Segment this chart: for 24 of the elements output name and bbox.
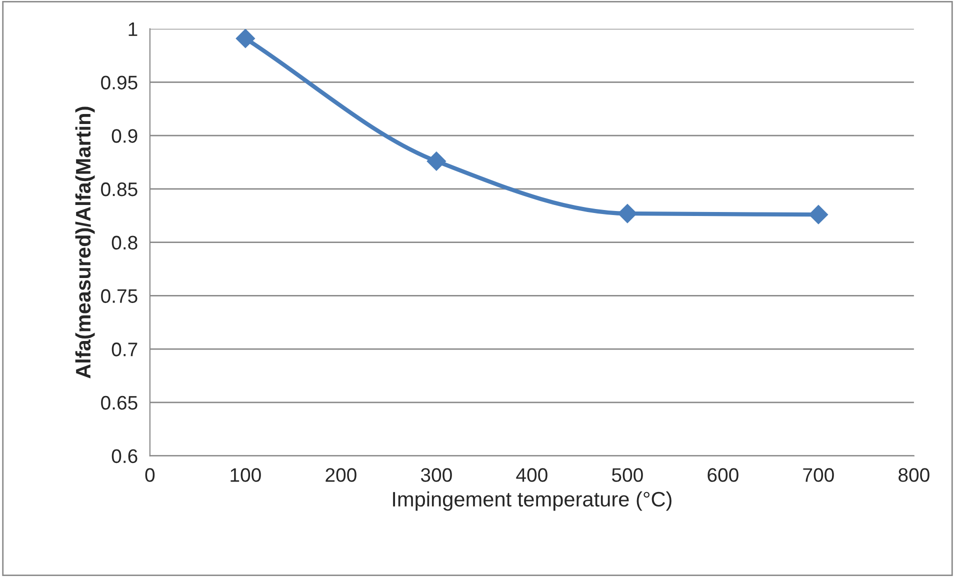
point bbox=[618, 204, 637, 224]
point bbox=[236, 28, 255, 48]
y-tick-label: 0.95 bbox=[101, 76, 138, 90]
x-tick-label: 300 bbox=[420, 468, 452, 482]
x-tick-label: 500 bbox=[612, 468, 643, 482]
x-tick-label: 600 bbox=[708, 468, 738, 482]
y-tick-label: 0.65 bbox=[101, 396, 138, 410]
x-tick-label: 100 bbox=[230, 468, 261, 482]
y-axis-title: Alfa(measured)/Alfa(Martin) bbox=[75, 106, 95, 378]
y-tick-label: 0.85 bbox=[101, 182, 138, 196]
x-tick-label: 800 bbox=[898, 468, 930, 482]
y-tick-label: 0.9 bbox=[112, 129, 138, 143]
y-tick-label: 0.7 bbox=[112, 342, 138, 356]
x-axis-title: Impingement temperature (°C) bbox=[393, 491, 672, 511]
point bbox=[426, 152, 446, 171]
x-tick-label: 400 bbox=[516, 468, 548, 482]
x-tick-label: 200 bbox=[326, 468, 356, 482]
y-tick-label: 0.6 bbox=[112, 449, 138, 464]
y-tick-label: 1 bbox=[128, 22, 138, 36]
x-tick-label: 0 bbox=[145, 468, 155, 482]
point bbox=[808, 205, 828, 224]
y-tick-label: 0.8 bbox=[112, 236, 138, 250]
x-tick-label: 700 bbox=[803, 468, 834, 482]
y-tick-label: 0.75 bbox=[101, 289, 138, 303]
